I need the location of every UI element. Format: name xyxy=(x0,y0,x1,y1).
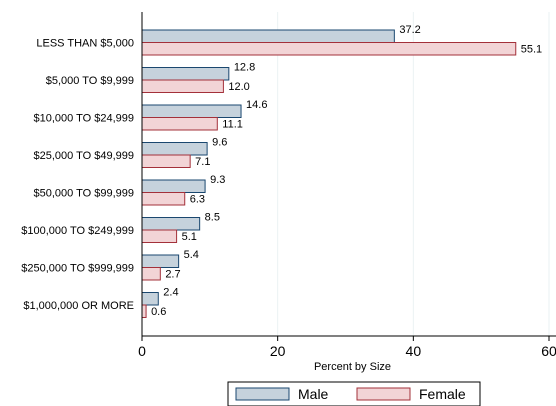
bar-female xyxy=(141,229,178,243)
legend-swatch-male xyxy=(235,387,290,401)
value-label-female: 7.1 xyxy=(195,156,210,168)
bar-male xyxy=(141,217,201,231)
value-label-female: 11.1 xyxy=(222,119,243,131)
value-label-female: 5.1 xyxy=(182,231,197,243)
value-label-male: 12.8 xyxy=(234,62,255,74)
bar-female xyxy=(141,267,161,281)
bar-male xyxy=(141,254,180,268)
legend: Male Female xyxy=(227,381,481,406)
value-label-male: 14.6 xyxy=(246,99,267,111)
value-label-male: 37.2 xyxy=(399,24,420,36)
x-axis-title: Percent by Size xyxy=(314,361,391,373)
bar-female xyxy=(141,192,186,206)
legend-swatch-female xyxy=(356,387,411,401)
value-label-female: 55.1 xyxy=(521,44,542,56)
category-labels: LESS THAN $5,000 $5,000 TO $9,999 $10,000 … xyxy=(21,38,134,313)
x-tick-label-40: 40 xyxy=(406,343,422,359)
value-label-male: 8.5 xyxy=(205,212,220,224)
category-label: $1,000,000 OR MORE xyxy=(23,300,134,312)
bar-female xyxy=(141,79,224,93)
category-label: $50,000 TO $99,999 xyxy=(33,188,134,200)
value-label-male: 5.4 xyxy=(184,249,199,261)
value-label-female: 0.6 xyxy=(151,306,166,318)
bars-group xyxy=(141,29,517,318)
bar-female xyxy=(141,117,218,131)
category-label: LESS THAN $5,000 xyxy=(36,38,134,50)
bar-female xyxy=(141,304,147,318)
value-label-male: 9.6 xyxy=(212,137,227,149)
value-label-female: 2.7 xyxy=(165,269,180,281)
value-label-male: 9.3 xyxy=(210,174,225,186)
bar-female xyxy=(141,154,191,168)
value-label-female: 12.0 xyxy=(228,81,249,93)
x-tick-label-60: 60 xyxy=(541,343,556,359)
legend-label-female: Female xyxy=(419,386,466,402)
category-label: $25,000 TO $49,999 xyxy=(33,150,134,162)
gridlines xyxy=(277,12,550,336)
category-label: $100,000 TO $249,999 xyxy=(21,225,134,237)
x-ticks: 0 20 40 60 xyxy=(138,336,556,359)
value-label-female: 6.3 xyxy=(190,194,205,206)
bar-male xyxy=(141,29,395,43)
bar-male xyxy=(141,104,242,118)
x-tick-label-0: 0 xyxy=(138,343,146,359)
bar-male xyxy=(141,142,208,156)
category-label: $5,000 TO $9,999 xyxy=(46,75,134,87)
value-label-male: 2.4 xyxy=(163,287,178,299)
value-labels: 37.2 55.1 12.8 12.0 14.611.1 9.67.19.3 6.38.5 5… xyxy=(151,24,542,318)
legend-label-male: Male xyxy=(298,386,329,402)
bar-female xyxy=(141,42,517,56)
x-tick-label-20: 20 xyxy=(270,343,286,359)
bar-male xyxy=(141,67,230,81)
bar-male xyxy=(141,179,206,193)
category-label: $250,000 TO $999,999 xyxy=(21,263,134,275)
bar-male xyxy=(141,292,159,306)
category-label: $10,000 TO $24,999 xyxy=(33,113,134,125)
